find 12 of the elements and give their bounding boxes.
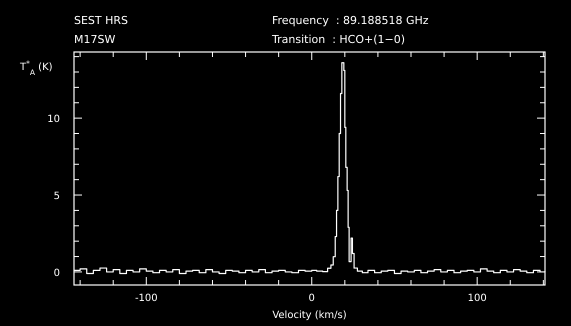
text: SEST HRS xyxy=(74,14,128,27)
x-axis-title: Velocity (km/s) xyxy=(272,310,347,321)
x-tick-label: -100 xyxy=(134,293,158,304)
x-tick-label: 100 xyxy=(468,293,487,304)
x-tick-label: 0 xyxy=(308,293,315,304)
y-tick-label: 10 xyxy=(47,114,60,126)
text: Frequency : 89.188518 GHz xyxy=(272,14,429,27)
y-tick-label: 5 xyxy=(54,191,60,202)
text: M17SW xyxy=(74,33,116,46)
text: Transition : HCO+(1−0) xyxy=(271,33,406,46)
y-tick-label: 0 xyxy=(54,268,60,279)
y-axis-title: T$^{*}$$_{A}$ (K) xyxy=(19,58,53,76)
